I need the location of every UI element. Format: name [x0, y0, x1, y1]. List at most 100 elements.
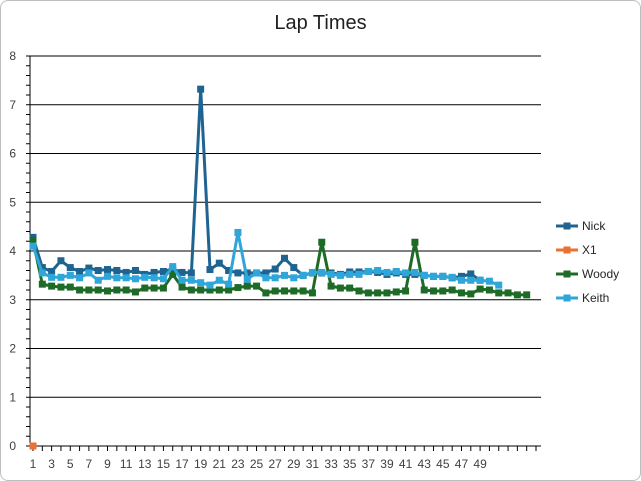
data-point-woody [206, 286, 214, 294]
gridlines [30, 55, 541, 398]
data-point-woody [476, 285, 484, 293]
axes [26, 55, 541, 451]
data-point-keith [38, 269, 46, 277]
data-point-keith [318, 268, 326, 276]
y-tick-label: 1 [9, 390, 16, 404]
data-point-woody [308, 289, 316, 297]
x-tick-label: 33 [324, 457, 338, 471]
data-point-woody [131, 288, 139, 296]
data-point-keith [29, 242, 37, 250]
data-point-woody [290, 287, 298, 295]
data-point-nick [225, 267, 233, 274]
data-point-woody [318, 238, 326, 246]
data-point-nick [206, 266, 214, 274]
data-point-keith [355, 270, 363, 278]
data-point-woody [346, 284, 354, 292]
data-point-nick [104, 266, 112, 274]
data-point-keith [290, 274, 298, 282]
data-point-nick [281, 254, 288, 262]
data-point-woody [327, 282, 335, 290]
data-point-woody [281, 287, 288, 295]
data-point-nick [150, 268, 158, 276]
data-point-keith [150, 274, 158, 282]
data-point-nick [94, 267, 102, 274]
data-point-woody [262, 289, 270, 297]
data-point-woody [122, 286, 130, 294]
data-point-nick [215, 259, 223, 267]
x-tick-label: 45 [436, 457, 450, 471]
y-tick-label: 8 [9, 49, 16, 63]
data-point-nick [48, 267, 56, 275]
series-group [29, 85, 531, 450]
data-point-woody [57, 283, 65, 291]
chart-title: Lap Times [274, 12, 367, 34]
x-tick-label: 27 [269, 457, 283, 471]
x-tick-label: 11 [120, 457, 133, 471]
data-point-woody [430, 287, 438, 295]
data-point-nick [234, 269, 242, 277]
data-point-woody [411, 238, 419, 246]
data-point-nick [197, 85, 205, 93]
data-point-keith [495, 281, 503, 289]
data-point-woody [355, 287, 363, 295]
data-point-woody [225, 286, 233, 294]
data-point-keith [104, 272, 112, 280]
data-point-nick [467, 270, 475, 278]
data-point-keith [234, 228, 242, 236]
x-tick-label: 3 [48, 457, 55, 471]
data-point-woody [243, 282, 251, 290]
data-point-keith [57, 273, 65, 281]
data-point-keith [206, 281, 214, 289]
data-point-keith [169, 263, 177, 271]
data-point-woody [141, 284, 149, 292]
data-point-keith [48, 273, 56, 281]
legend-label: X1 [582, 243, 597, 257]
legend-marker-woody [563, 270, 571, 278]
data-point-keith [402, 269, 410, 277]
data-point-keith [364, 267, 372, 275]
x-tick-label: 25 [250, 457, 264, 471]
data-point-woody [336, 284, 344, 292]
data-point-nick [131, 267, 139, 274]
data-point-woody [234, 284, 242, 292]
data-point-keith [457, 276, 465, 284]
data-point-keith [85, 269, 93, 277]
data-point-keith [187, 276, 195, 284]
x-tick-label: 39 [380, 457, 394, 471]
x-tick-labels: 1 3 5 7 9 11 13 15 17 19 21 23 25 27 29 31 33 35 37 39 41 43 4… [30, 457, 487, 471]
data-point-nick [271, 265, 279, 273]
data-point-keith [392, 267, 400, 275]
data-point-woody [85, 286, 93, 294]
data-point-nick [85, 264, 93, 272]
y-tick-label: 3 [9, 293, 16, 307]
data-point-keith [308, 268, 316, 276]
x-tick-label: 49 [473, 457, 487, 471]
data-point-keith [383, 268, 391, 276]
data-point-keith [243, 275, 251, 283]
data-point-woody [523, 291, 531, 299]
data-point-keith [215, 276, 223, 284]
data-point-woody [159, 284, 167, 292]
data-point-woody [150, 284, 158, 292]
data-point-keith [439, 272, 447, 280]
data-point-woody [364, 289, 372, 297]
data-point-nick [122, 268, 130, 276]
x-tick-label: 7 [86, 457, 93, 471]
data-point-woody [113, 286, 121, 294]
data-point-woody [513, 291, 521, 299]
data-point-woody [253, 282, 261, 290]
x-tick-label: 13 [138, 457, 152, 471]
x-tick-label: 41 [399, 457, 413, 471]
x-tick-label: 5 [67, 457, 74, 471]
data-point-woody [299, 287, 307, 295]
data-point-keith [66, 271, 74, 279]
data-point-keith [262, 274, 270, 282]
y-tick-label: 5 [9, 195, 16, 209]
data-point-nick [66, 264, 74, 272]
data-point-nick [457, 272, 465, 280]
data-point-woody [485, 286, 493, 294]
x-tick-label: 9 [104, 457, 111, 471]
data-point-keith [374, 267, 382, 274]
data-point-woody [187, 286, 195, 294]
